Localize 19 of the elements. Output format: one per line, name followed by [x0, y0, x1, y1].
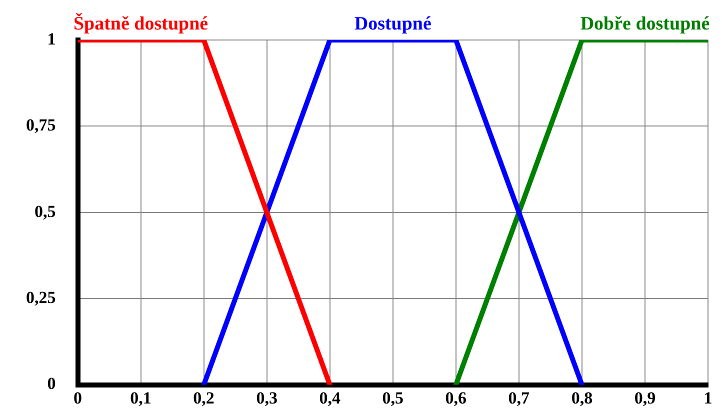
x-tick-label: 0,8	[571, 388, 593, 408]
y-tick-label: 1	[47, 29, 56, 48]
y-tick-label: 0	[47, 374, 56, 394]
x-tick-label: 0,7	[508, 388, 530, 408]
x-tick-label: 0	[74, 388, 82, 408]
x-tick-label: 0,5	[382, 388, 404, 408]
series-label: Špatně dostupné	[73, 12, 208, 34]
x-tick-label: 0,1	[130, 388, 152, 408]
y-tick-label: 0,25	[26, 288, 56, 307]
series-label: Dobře dostupné	[580, 13, 710, 34]
y-tick-label: 0,75	[26, 116, 56, 135]
x-tick-label: 0,3	[256, 388, 278, 408]
y-tick-label: 0,5	[34, 202, 56, 221]
x-tick-label: 0,2	[193, 388, 214, 408]
x-tick-label: 0,4	[319, 388, 341, 408]
x-tick-label: 0,6	[445, 388, 467, 408]
x-tick-label: 0,9	[634, 388, 656, 408]
x-tick-label: 1	[704, 388, 712, 408]
series-label: Dostupné	[354, 13, 432, 34]
